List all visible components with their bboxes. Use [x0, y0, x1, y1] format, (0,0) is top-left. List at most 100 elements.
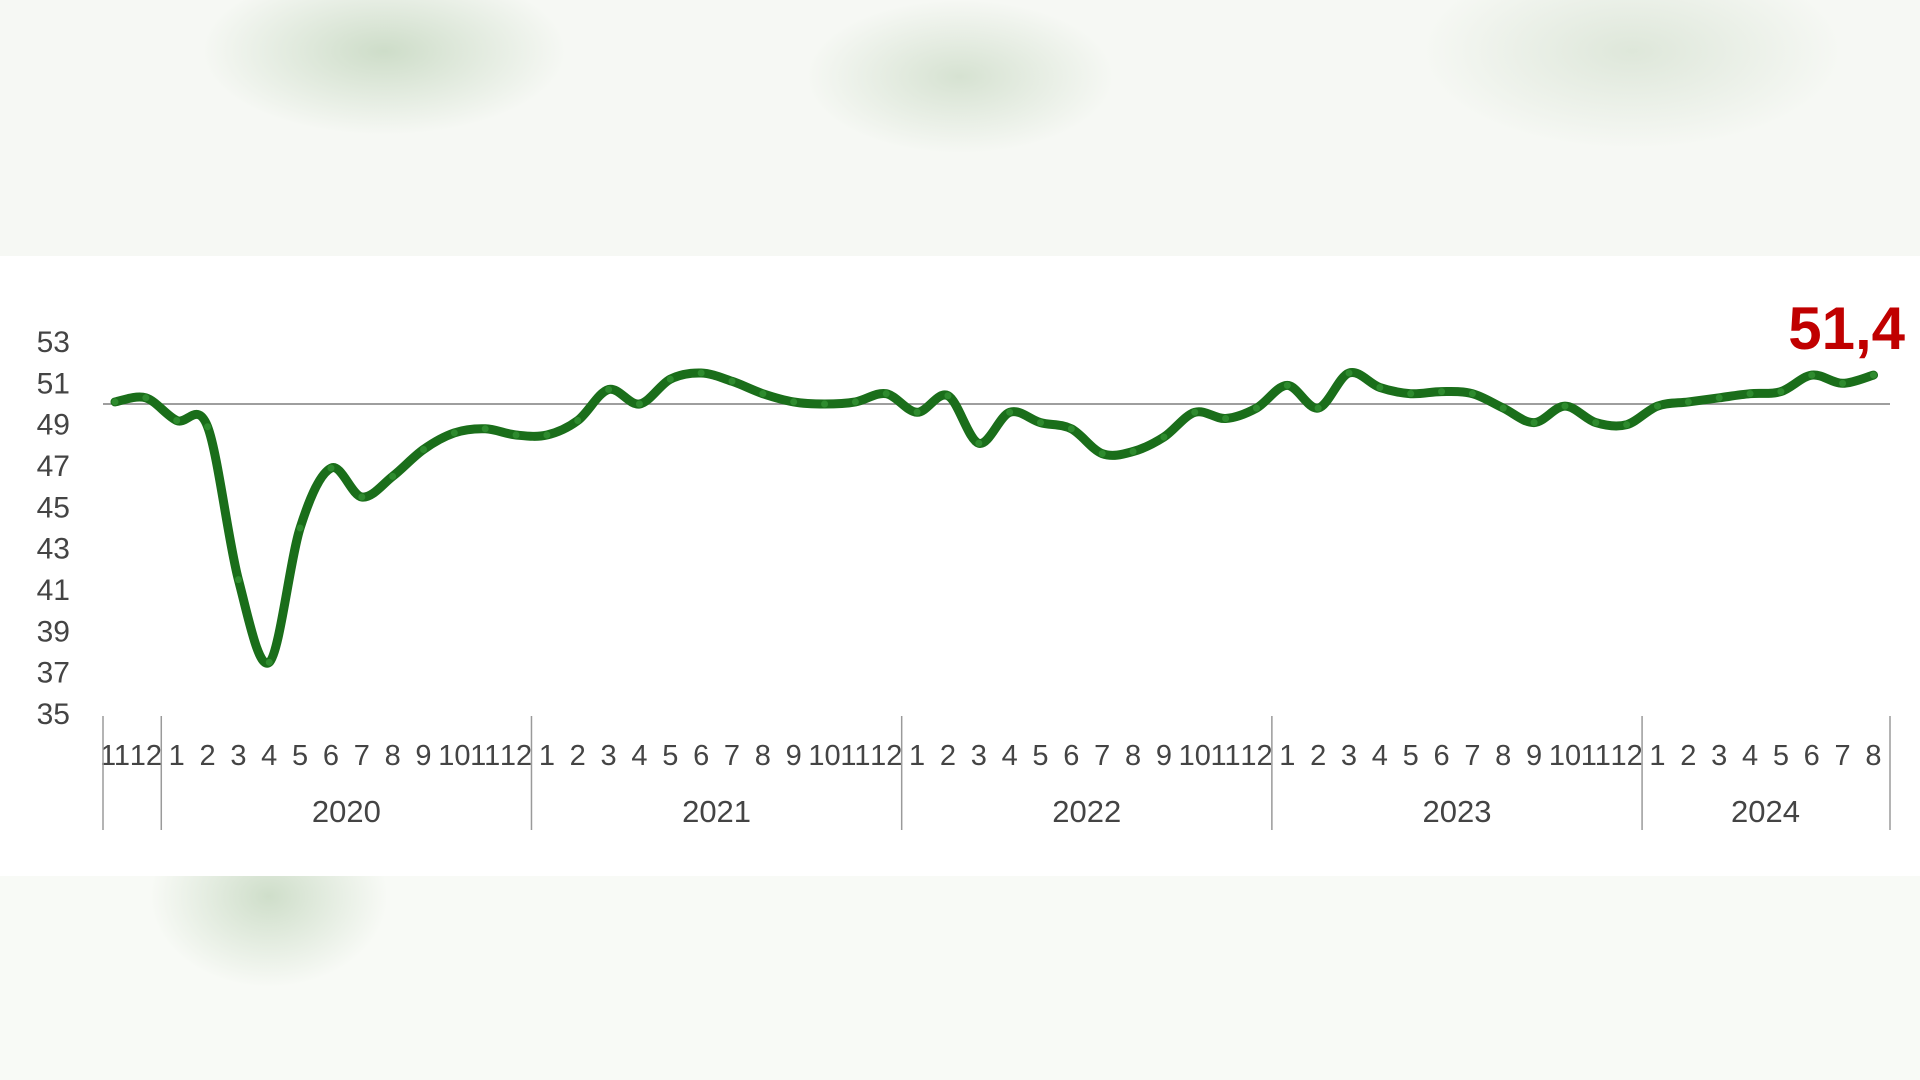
x-tick-label: 6 [1433, 740, 1449, 772]
data-point [975, 439, 983, 447]
x-tick-label: 12 [500, 740, 532, 772]
x-tick-label: 8 [755, 740, 771, 772]
data-point [420, 445, 427, 453]
data-point [635, 400, 643, 408]
y-tick-label: 47 [37, 450, 70, 483]
data-point [1438, 388, 1446, 396]
data-point [605, 386, 613, 394]
x-tick-label: 2 [1310, 740, 1326, 772]
y-tick-label: 37 [37, 657, 70, 690]
x-tick-label: 11 [1581, 740, 1611, 772]
background-top [0, 0, 1920, 256]
data-point [1160, 433, 1168, 441]
x-tick-label: 5 [292, 740, 308, 772]
x-tick-label: 2 [1680, 740, 1696, 772]
x-tick-label: 3 [1711, 740, 1727, 772]
x-tick-label: 9 [786, 740, 802, 772]
x-tick-label: 12 [1611, 740, 1643, 772]
x-tick-label: 12 [1240, 740, 1272, 772]
y-tick-label: 39 [37, 615, 70, 648]
x-tick-label: 2 [570, 740, 586, 772]
y-tick-label: 49 [37, 409, 70, 442]
x-tick-label: 6 [1063, 740, 1079, 772]
x-tick-label: 10 [1549, 740, 1581, 772]
x-tick-label: 3 [1341, 740, 1357, 772]
x-tick-label: 11 [1211, 740, 1241, 772]
x-tick-label: 11 [470, 740, 500, 772]
data-point [481, 425, 489, 433]
x-tick-label: 8 [1865, 740, 1881, 772]
data-point [728, 377, 736, 385]
data-point [450, 429, 458, 437]
x-tick-label: 5 [1403, 740, 1419, 772]
year-label: 2023 [1422, 794, 1491, 829]
x-tick-label: 8 [385, 740, 401, 772]
y-tick-label: 53 [37, 326, 70, 359]
x-tick-label: 2 [199, 740, 215, 772]
data-point [759, 390, 767, 398]
data-point [913, 408, 921, 416]
y-tick-label: 51 [37, 367, 70, 400]
data-point [111, 398, 119, 406]
data-point [790, 398, 798, 406]
x-tick-label: 5 [1773, 740, 1789, 772]
x-tick-label: 3 [971, 740, 987, 772]
data-point [1376, 383, 1384, 391]
x-tick-label: 12 [870, 740, 902, 772]
x-tick-label: 7 [1094, 740, 1110, 772]
x-tick-label: 10 [438, 740, 470, 772]
x-tick-label: 4 [1372, 740, 1388, 772]
data-point [173, 417, 181, 425]
x-tick-label: 6 [1804, 740, 1820, 772]
data-point [697, 369, 705, 377]
y-axis: 53 51 49 47 45 43 41 39 37 35 [37, 326, 70, 731]
x-tick-label: 2 [940, 740, 956, 772]
data-point [944, 392, 952, 400]
data-point [1129, 448, 1137, 456]
data-point [666, 375, 674, 383]
background-bottom [0, 876, 1920, 1080]
x-axis: 11 12 1 2 3 4 5 6 7 8 9 10 11 12 1 2 3 4 5 6 7 8 9 10 11 12 1 2 3 4 5 6… [100, 716, 1891, 830]
x-tick-label: 4 [1002, 740, 1018, 772]
data-point [1222, 414, 1230, 422]
x-tick-label: 1 [1649, 740, 1665, 772]
data-point [1098, 450, 1106, 458]
data-point [389, 472, 397, 480]
data-point [1006, 408, 1014, 416]
data-point [512, 431, 520, 439]
x-tick-label: 5 [662, 740, 678, 772]
year-label: 2022 [1052, 794, 1121, 829]
x-tick-label: 3 [230, 740, 246, 772]
last-value-callout: 51,4 [1788, 295, 1905, 362]
x-tick-label: 4 [261, 740, 277, 772]
y-tick-label: 41 [37, 574, 70, 607]
x-tick-label: 4 [1742, 740, 1758, 772]
data-point [1314, 404, 1322, 412]
x-tick-label: 1 [169, 740, 185, 772]
data-point [1746, 390, 1754, 398]
x-tick-label: 9 [1526, 740, 1542, 772]
x-tick-label: 10 [1179, 740, 1211, 772]
x-tick-label: 6 [323, 740, 339, 772]
data-point [1808, 371, 1816, 379]
data-point [234, 576, 242, 584]
x-tick-label: 8 [1495, 740, 1511, 772]
data-point [204, 423, 212, 431]
data-point [327, 464, 335, 472]
data-point [1530, 419, 1538, 427]
data-point [821, 400, 829, 408]
x-tick-label: 1 [909, 740, 925, 772]
year-label: 2024 [1731, 794, 1800, 829]
series-line [110, 368, 1878, 668]
data-point [1037, 419, 1044, 427]
x-tick-label: 7 [1835, 740, 1851, 772]
data-point [358, 493, 366, 501]
x-tick-label: 7 [354, 740, 370, 772]
x-tick-label: 5 [1032, 740, 1048, 772]
data-point [1654, 402, 1661, 410]
data-point [1191, 408, 1199, 416]
data-point [1839, 379, 1847, 387]
x-tick-label: 9 [415, 740, 431, 772]
data-point [1869, 371, 1877, 379]
x-tick-label: 11 [100, 740, 130, 772]
